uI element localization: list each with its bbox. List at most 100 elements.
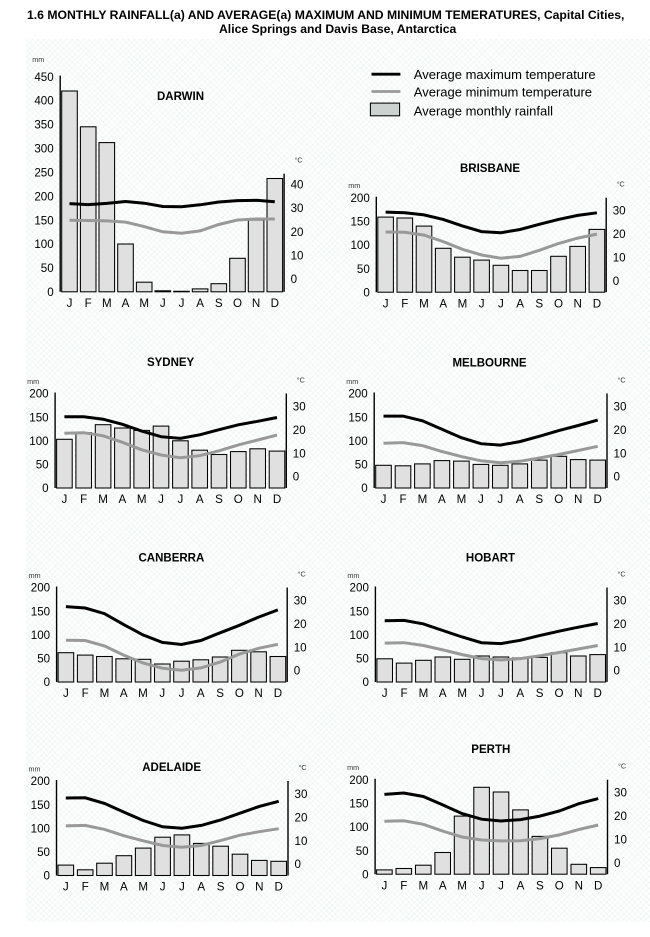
svg-text:30: 30: [613, 205, 626, 218]
svg-text:J: J: [63, 687, 69, 700]
svg-text:10: 10: [291, 250, 304, 263]
svg-text:0: 0: [362, 676, 368, 689]
svg-text:30: 30: [614, 787, 627, 800]
svg-text:A: A: [516, 297, 524, 310]
svg-text:S: S: [536, 879, 544, 892]
svg-text:100: 100: [350, 239, 369, 252]
svg-text:30: 30: [614, 401, 627, 414]
svg-text:0: 0: [291, 273, 297, 286]
svg-text:M: M: [419, 687, 429, 700]
svg-text:J: J: [498, 687, 504, 700]
svg-text:M: M: [100, 687, 110, 700]
svg-text:D: D: [593, 297, 601, 310]
svg-text:A: A: [197, 687, 205, 700]
svg-text:J: J: [381, 493, 387, 506]
svg-text:100: 100: [350, 629, 369, 642]
svg-text:M: M: [138, 687, 148, 700]
svg-text:30: 30: [614, 595, 627, 608]
svg-text:S: S: [536, 687, 544, 700]
svg-text:SYDNEY: SYDNEY: [147, 357, 195, 369]
svg-text:J: J: [67, 297, 73, 310]
svg-text:J: J: [497, 493, 503, 506]
svg-text:50: 50: [357, 263, 370, 276]
svg-text:0: 0: [293, 471, 299, 484]
svg-text:N: N: [574, 493, 582, 506]
svg-text:30: 30: [294, 595, 307, 608]
svg-text:mm: mm: [347, 763, 359, 772]
svg-text:400: 400: [34, 95, 53, 108]
svg-text:°C: °C: [298, 763, 306, 772]
svg-text:°C: °C: [295, 156, 303, 165]
svg-text:M: M: [457, 687, 467, 700]
svg-text:A: A: [120, 881, 128, 894]
svg-text:100: 100: [349, 821, 368, 834]
svg-text:M: M: [418, 879, 428, 892]
svg-text:mm: mm: [29, 571, 41, 580]
svg-text:0: 0: [361, 482, 367, 495]
svg-text:0: 0: [614, 471, 620, 484]
svg-text:50: 50: [37, 653, 50, 666]
svg-text:mm: mm: [29, 765, 41, 774]
svg-text:A: A: [122, 297, 130, 310]
svg-text:200: 200: [29, 388, 48, 401]
svg-text:M: M: [139, 297, 149, 310]
svg-text:J: J: [160, 881, 166, 894]
svg-text:MELBOURNE: MELBOURNE: [452, 358, 526, 370]
svg-text:D: D: [273, 493, 281, 506]
svg-text:F: F: [85, 297, 92, 310]
svg-text:J: J: [478, 493, 484, 506]
svg-text:J: J: [179, 297, 185, 310]
svg-text:50: 50: [36, 459, 49, 472]
svg-text:20: 20: [294, 618, 307, 631]
svg-text:100: 100: [31, 629, 50, 642]
svg-text:O: O: [235, 881, 244, 894]
svg-text:J: J: [158, 493, 164, 506]
svg-text:10: 10: [614, 834, 627, 847]
svg-text:150: 150: [350, 216, 369, 229]
svg-text:150: 150: [348, 411, 367, 424]
svg-text:J: J: [179, 881, 185, 894]
svg-text:200: 200: [348, 388, 367, 401]
svg-text:300: 300: [34, 143, 53, 156]
svg-text:J: J: [498, 879, 504, 892]
svg-text:DARWIN: DARWIN: [157, 91, 204, 103]
svg-text:A: A: [120, 687, 128, 700]
svg-text:20: 20: [291, 226, 304, 239]
svg-text:M: M: [102, 297, 112, 310]
svg-text:M: M: [98, 493, 108, 506]
svg-text:150: 150: [31, 799, 50, 812]
svg-text:F: F: [82, 881, 89, 894]
svg-text:D: D: [594, 687, 602, 700]
svg-text:0: 0: [362, 868, 368, 881]
svg-text:50: 50: [356, 845, 369, 858]
svg-text:10: 10: [293, 447, 306, 460]
svg-text:J: J: [383, 297, 389, 310]
svg-text:10: 10: [294, 641, 307, 654]
svg-text:200: 200: [350, 192, 369, 205]
svg-text:20: 20: [293, 424, 306, 437]
svg-text:20: 20: [295, 811, 308, 824]
svg-text:200: 200: [350, 582, 369, 595]
svg-text:10: 10: [614, 641, 627, 654]
svg-text:S: S: [215, 493, 223, 506]
svg-text:10: 10: [614, 447, 627, 460]
svg-text:A: A: [516, 493, 524, 506]
svg-text:S: S: [535, 297, 543, 310]
svg-text:O: O: [555, 879, 564, 892]
svg-text:20: 20: [614, 424, 627, 437]
svg-text:200: 200: [34, 190, 53, 203]
svg-text:100: 100: [29, 435, 48, 448]
svg-text:150: 150: [349, 798, 368, 811]
svg-text:20: 20: [613, 228, 626, 241]
svg-text:°C: °C: [297, 376, 305, 385]
svg-text:0: 0: [44, 870, 50, 883]
svg-text:D: D: [594, 879, 602, 892]
svg-text:0: 0: [47, 286, 53, 299]
svg-text:ADELAIDE: ADELAIDE: [142, 762, 201, 774]
svg-text:F: F: [401, 297, 408, 310]
svg-text:mm: mm: [346, 377, 358, 386]
svg-text:0: 0: [294, 665, 300, 678]
svg-text:J: J: [160, 297, 166, 310]
svg-text:O: O: [235, 687, 244, 700]
svg-text:150: 150: [31, 605, 50, 618]
